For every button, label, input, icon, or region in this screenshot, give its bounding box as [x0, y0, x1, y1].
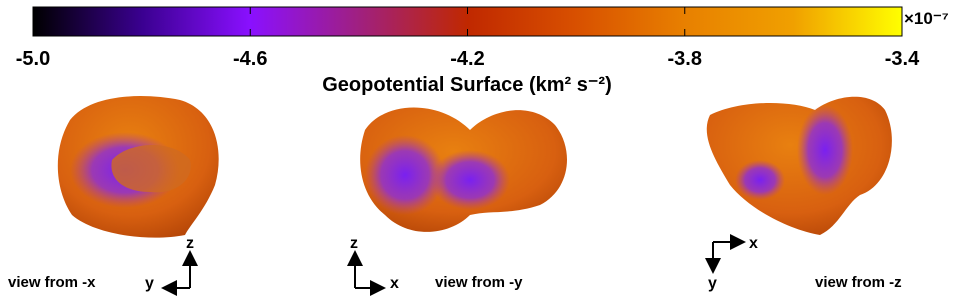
axis-label: x	[390, 275, 399, 292]
axis-label: x	[749, 235, 758, 252]
x-tick-label: -4.2	[450, 48, 484, 70]
axis-label: y	[145, 275, 154, 292]
axis-label: z	[186, 235, 194, 252]
x-tick-label: -3.8	[668, 48, 702, 70]
comet-render-x	[57, 96, 219, 238]
view-label: view from -z	[815, 274, 902, 291]
comet-render-z	[706, 96, 892, 235]
axis-label: z	[350, 235, 358, 252]
axis-label: y	[708, 275, 717, 292]
comet-render-y	[360, 107, 567, 232]
axis-arrows	[161, 234, 746, 296]
colorbar-title: Geopotential Surface (km² s⁻²)	[322, 74, 612, 96]
x-tick-label: -4.6	[233, 48, 267, 70]
view-label: view from -x	[8, 274, 96, 291]
view-label: view from -y	[435, 274, 523, 291]
x-tick-label: -3.4	[885, 48, 920, 70]
multiplier: ×10⁻⁷	[904, 9, 949, 28]
x-tick-label: -5.0	[16, 48, 50, 70]
